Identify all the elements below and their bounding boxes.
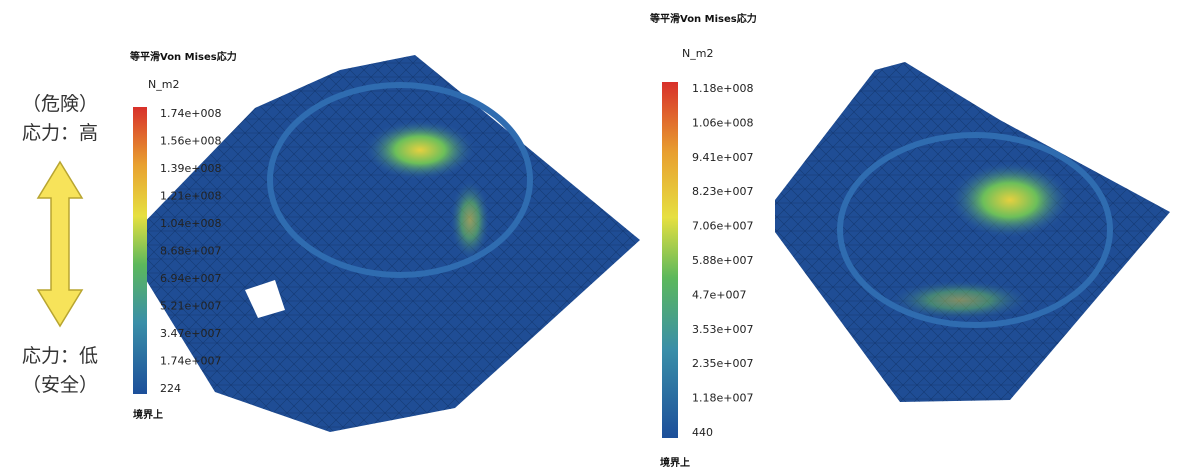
legend-unit: N_m2: [148, 78, 179, 91]
double-arrow: [38, 162, 82, 326]
legend-label: 1.18e+007: [692, 392, 753, 405]
low-stress-label: 応力：低: [22, 345, 98, 367]
legend-label: 1.74e+007: [160, 355, 221, 368]
legend-label: 1.04e+008: [160, 217, 221, 230]
legend-label: 1.56e+008: [160, 135, 221, 148]
legend-title: 等平滑Von Mises応力: [650, 12, 757, 25]
legend-label: 8.23e+007: [692, 185, 753, 198]
legend-label: 5.21e+007: [160, 300, 221, 313]
safe-label: （安全）: [22, 374, 98, 396]
legend-label: 2.35e+007: [692, 357, 753, 370]
legend-label: 1.21e+008: [160, 190, 221, 203]
danger-label: （危険）: [22, 93, 98, 115]
legend-label: 5.88e+007: [692, 254, 753, 267]
page: （危険） 応力：高 応力：低 （安全） 等平滑Von Mises応力 N_m2 1.…: [0, 0, 1192, 476]
legend-label: 3.53e+007: [692, 323, 753, 336]
legend-label: 1.39e+008: [160, 162, 221, 175]
legend-label: 1.74e+008: [160, 107, 221, 120]
legend-label: 224: [160, 382, 181, 395]
color-bar: [133, 107, 147, 394]
legend-label: 7.06e+007: [692, 220, 753, 233]
legend-unit: N_m2: [682, 47, 713, 60]
legend-label: 3.47e+007: [160, 327, 221, 340]
legend-label: 4.7e+007: [692, 288, 746, 301]
legend-footer: 境界上: [133, 408, 163, 421]
legend-label: 6.94e+007: [160, 272, 221, 285]
legend-footer: 境界上: [660, 456, 690, 469]
high-stress-label: 応力：高: [22, 122, 98, 144]
legend-label: 1.06e+008: [692, 116, 753, 129]
legend-title: 等平滑Von Mises応力: [130, 50, 237, 63]
right-model: [775, 62, 1170, 402]
color-bar: [662, 82, 678, 438]
legend-label: 9.41e+007: [692, 151, 753, 164]
legend-label: 1.18e+008: [692, 82, 753, 95]
legend-label: 440: [692, 426, 713, 439]
legend-label: 8.68e+007: [160, 245, 221, 258]
